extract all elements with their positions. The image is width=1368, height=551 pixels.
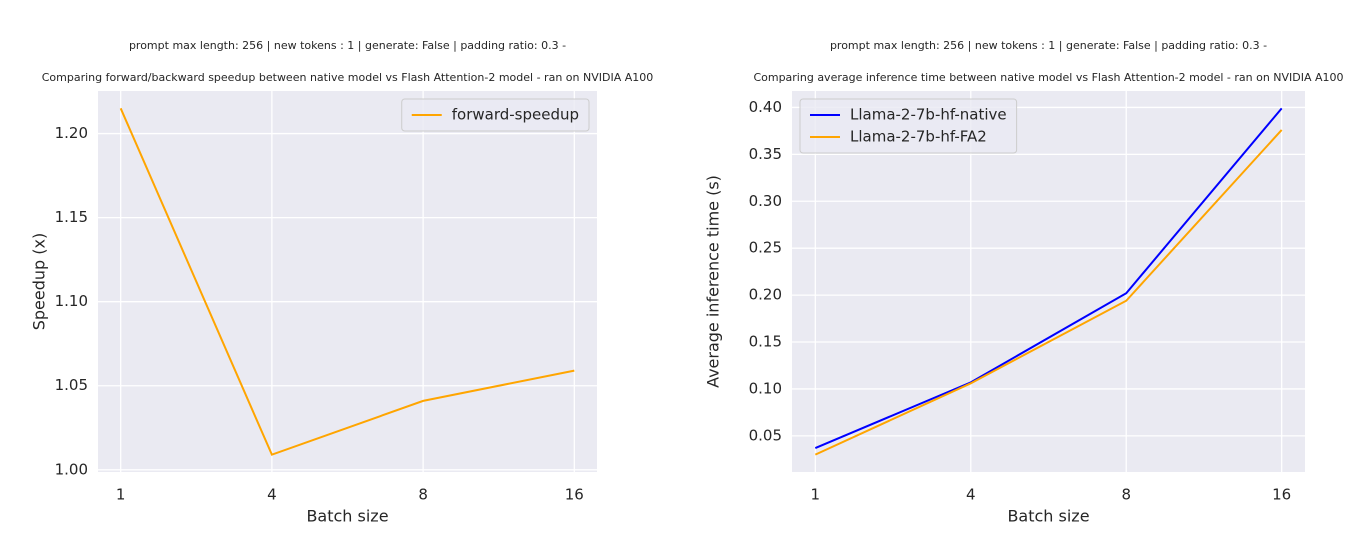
y-tick-label: 1.00 <box>55 460 88 478</box>
y-axis-label: Average inference time (s) <box>704 175 723 388</box>
chart-title: Comparing average inference time between… <box>753 71 1343 84</box>
x-tick-label: 1 <box>811 486 821 504</box>
legend-label: Llama-2-7b-hf-native <box>850 106 1007 124</box>
data-line <box>814 129 1283 456</box>
x-axis-label: Batch size <box>1007 507 1089 526</box>
y-tick-label: 0.10 <box>749 379 782 397</box>
y-tick-label: 1.05 <box>55 376 88 394</box>
x-tick-label: 4 <box>966 486 976 504</box>
x-tick-label: 16 <box>565 486 584 504</box>
y-tick-label: 0.25 <box>749 239 782 257</box>
chart-subtitle: prompt max length: 256 | new tokens : 1 … <box>830 39 1267 52</box>
legend-label: forward-speedup <box>452 106 579 124</box>
y-axis-label: Speedup (x) <box>30 233 49 331</box>
data-line <box>119 107 575 456</box>
chart-title: Comparing forward/backward speedup betwe… <box>42 71 653 84</box>
y-tick-label: 0.05 <box>749 426 782 444</box>
x-tick-label: 4 <box>267 486 277 504</box>
x-tick-label: 16 <box>1272 486 1291 504</box>
y-tick-label: 0.35 <box>749 145 782 163</box>
legend: Llama-2-7b-hf-native Llama-2-7b-hf-FA2 <box>799 98 1018 154</box>
chart-subtitle: prompt max length: 256 | new tokens : 1 … <box>129 39 566 52</box>
y-tick-label: 0.20 <box>749 286 782 304</box>
y-tick-label: 0.30 <box>749 192 782 210</box>
legend-label: Llama-2-7b-hf-FA2 <box>850 128 987 146</box>
x-tick-label: 8 <box>1121 486 1131 504</box>
y-tick-label: 0.15 <box>749 333 782 351</box>
y-tick-label: 1.15 <box>55 208 88 226</box>
y-tick-label: 1.20 <box>55 124 88 142</box>
x-tick-label: 1 <box>116 486 126 504</box>
legend: forward-speedup <box>401 98 590 132</box>
x-axis-label: Batch size <box>306 507 388 526</box>
legend-box <box>401 98 590 132</box>
y-tick-label: 0.40 <box>749 98 782 116</box>
legend-box <box>799 98 1018 154</box>
x-tick-label: 8 <box>418 486 428 504</box>
plot-area <box>98 91 597 472</box>
y-tick-label: 1.10 <box>55 292 88 310</box>
data-line <box>814 107 1283 449</box>
